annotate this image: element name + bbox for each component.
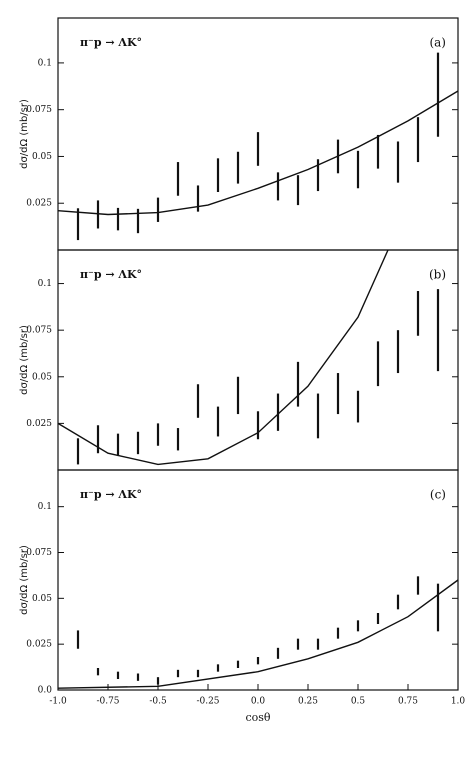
panel-label: π⁻p → ΛK° [80, 36, 142, 49]
panel-tag: (a) [429, 36, 446, 50]
x-tick-label: -0.25 [196, 697, 219, 707]
y-tick-label: 0.1 [38, 279, 52, 289]
panel-tag: (c) [430, 488, 446, 502]
y-axis-label: dσ/dΩ (mb/sr) [19, 99, 30, 169]
model-curve [57, 90, 459, 216]
y-tick-label: 0.1 [38, 58, 52, 68]
model-curve [57, 579, 459, 689]
model-curve [57, 249, 389, 466]
y-axis-label: dσ/dΩ (mb/sr) [19, 325, 30, 395]
x-axis-label: cosθ [245, 711, 270, 724]
panel-tag: (b) [429, 268, 446, 282]
y-axis-label: dσ/dΩ (mb/sr) [19, 545, 30, 615]
y-tick-label: 0.075 [26, 548, 52, 558]
y-tick-label: 0.0 [38, 686, 53, 696]
y-tick-label: 0.05 [32, 372, 52, 382]
panel-label: π⁻p → ΛK° [80, 488, 142, 501]
y-tick-label: 0.025 [26, 640, 52, 650]
x-tick-label: -0.5 [149, 697, 167, 707]
y-tick-label: 0.025 [26, 199, 52, 209]
y-tick-label: 0.05 [32, 594, 52, 604]
y-tick-label: 0.025 [26, 419, 52, 429]
x-tick-label: 1.0 [451, 697, 466, 707]
y-tick-label: 0.075 [26, 326, 52, 336]
y-tick-label: 0.05 [32, 152, 52, 162]
y-tick-label: 0.075 [26, 105, 52, 115]
panel-label: π⁻p → ΛK° [80, 268, 142, 281]
x-tick-label: 0.75 [398, 697, 418, 707]
x-tick-label: -1.0 [49, 697, 67, 707]
x-tick-label: 0.0 [251, 697, 266, 707]
x-tick-label: -0.75 [96, 697, 119, 707]
y-tick-label: 0.1 [38, 502, 52, 512]
x-tick-label: 0.25 [298, 697, 318, 707]
x-tick-label: 0.5 [351, 697, 366, 707]
